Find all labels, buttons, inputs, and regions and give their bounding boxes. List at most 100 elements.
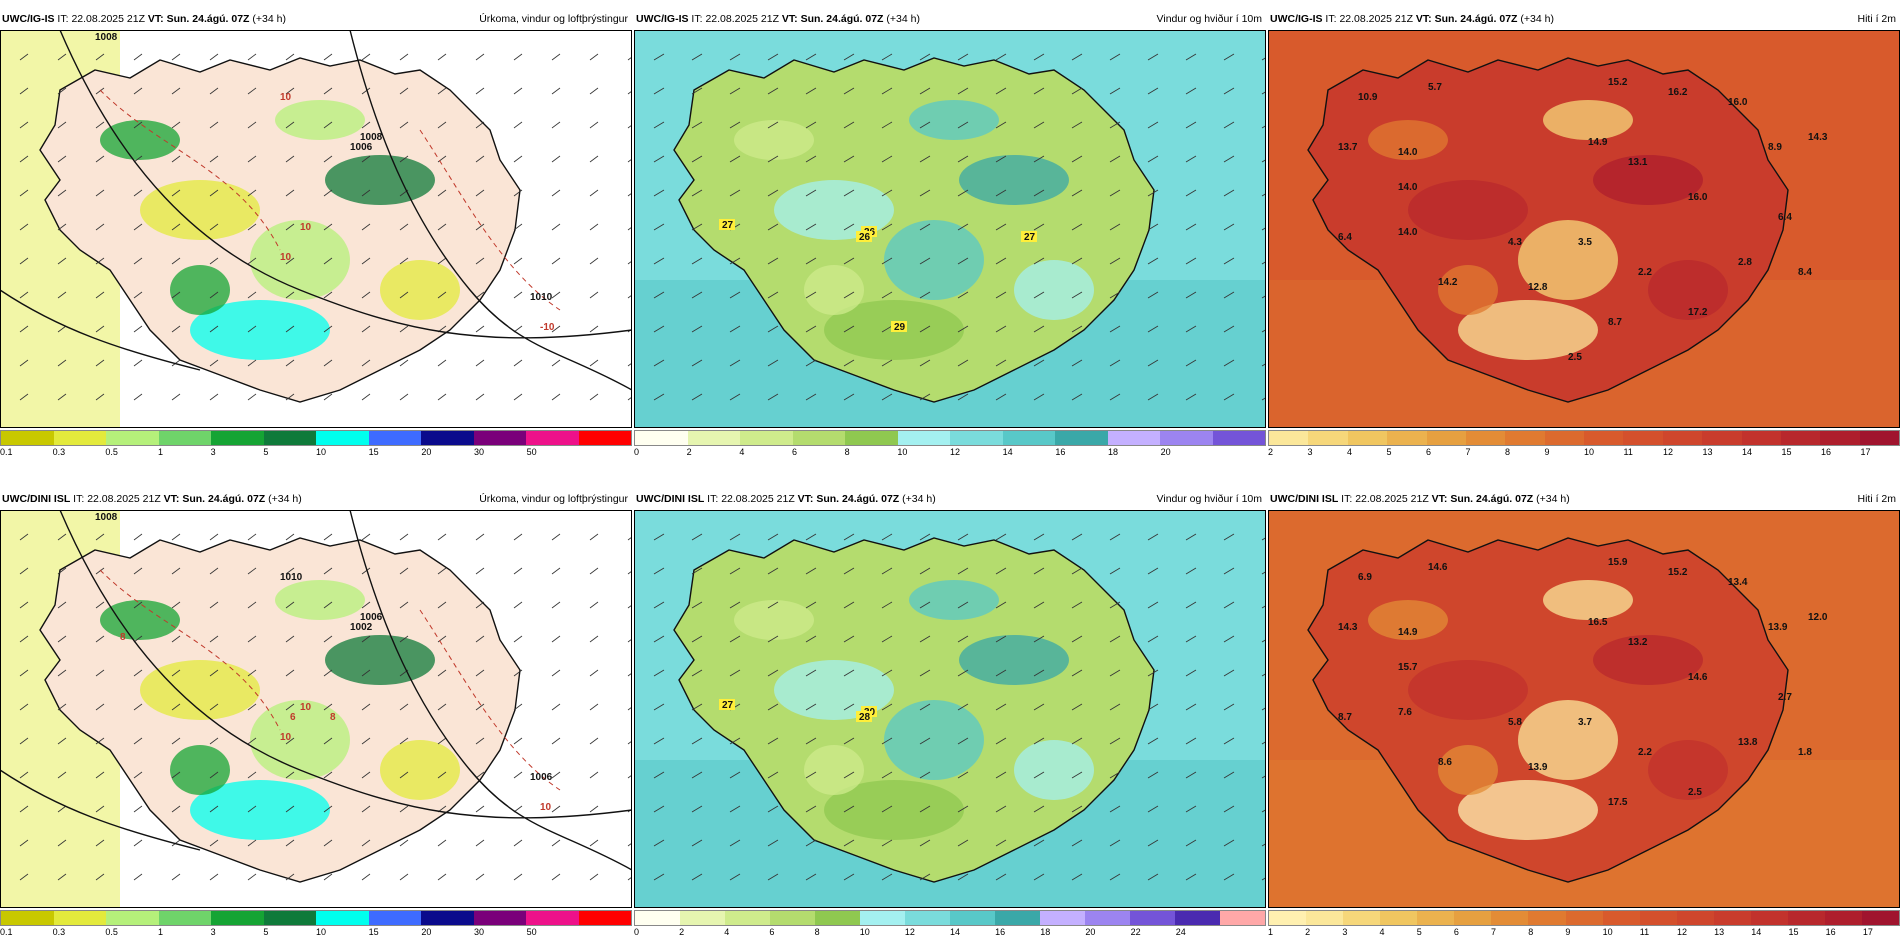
it-label: IT: bbox=[57, 13, 69, 25]
lead-time: (+34 h) bbox=[1520, 13, 1554, 25]
colorbar-tick: 6 bbox=[1426, 447, 1432, 457]
field-blob bbox=[1458, 780, 1598, 840]
field-blob bbox=[170, 745, 230, 795]
colorbar-tick: 10 bbox=[859, 927, 870, 937]
map-panel-5: UWC/DINI ISL IT: 22.08.2025 21Z VT: Sun.… bbox=[634, 488, 1266, 950]
colorbar-tick: 13 bbox=[1702, 447, 1713, 457]
valid-time: Sun. 24.ágú. 07Z bbox=[1434, 13, 1518, 25]
colorbar-swatch bbox=[1380, 911, 1418, 925]
map-value-label: 17.2 bbox=[1688, 307, 1708, 318]
colorbar-tick: 14 bbox=[1751, 927, 1762, 937]
map-panel-3: UWC/IG-IS IT: 22.08.2025 21Z VT: Sun. 24… bbox=[1268, 8, 1900, 470]
colorbar-swatch bbox=[770, 911, 815, 925]
map-value-label: 14.9 bbox=[1588, 137, 1608, 148]
colorbar-swatch bbox=[740, 431, 793, 445]
model-label: UWC/DINI ISL bbox=[2, 493, 71, 505]
map-value-label: 1006 bbox=[530, 772, 553, 783]
field-blob bbox=[804, 745, 864, 795]
field-blob bbox=[140, 660, 260, 720]
colorbar-swatch bbox=[53, 431, 106, 445]
colorbar-tick: 10 bbox=[316, 447, 327, 457]
colorbar: 0.1 0.3 0.5 1 3 5 10 15 20 30 50 bbox=[0, 430, 632, 458]
colorbar-swatch bbox=[1528, 911, 1566, 925]
colorbar: 23456789101112131415161718 bbox=[1268, 430, 1900, 458]
init-time: 22.08.2025 21Z bbox=[1339, 13, 1413, 25]
colorbar-tick: 10 bbox=[1584, 447, 1595, 457]
panel-title: Hiti í 2m bbox=[1857, 13, 1896, 25]
colorbar-tick: 4 bbox=[724, 927, 730, 937]
map-value-label: 10.9 bbox=[1358, 92, 1378, 103]
isotherm bbox=[419, 609, 561, 791]
map-panel-2: UWC/IG-IS IT: 22.08.2025 21Z VT: Sun. 24… bbox=[634, 8, 1266, 470]
map-value-label: 13.9 bbox=[1768, 622, 1788, 633]
field-blob bbox=[1408, 660, 1528, 720]
field-blob bbox=[1593, 155, 1703, 205]
map-value-label: 1.8 bbox=[1798, 747, 1812, 758]
colorbar-tick: 2 bbox=[1268, 447, 1274, 457]
colorbar-tick: 12 bbox=[1676, 927, 1687, 937]
colorbar-swatch bbox=[1454, 911, 1492, 925]
colorbar-swatch bbox=[1347, 431, 1388, 445]
colorbar-tick: 2 bbox=[679, 927, 685, 937]
colorbar-tick: 6 bbox=[769, 927, 775, 937]
colorbar-swatch bbox=[1085, 911, 1130, 925]
colorbar-tick: 8 bbox=[844, 447, 850, 457]
map-value-label: 3.7 bbox=[1578, 717, 1592, 728]
colorbar-swatch bbox=[1, 431, 54, 445]
colorbar-swatch bbox=[1584, 431, 1624, 445]
colorbar-tick: 2 bbox=[1305, 927, 1311, 937]
map-area: 1008 1008 1010 1006 10 10 10 -10 bbox=[0, 30, 632, 428]
colorbar: 0.1 0.3 0.5 1 3 5 10 15 20 30 50 bbox=[0, 910, 632, 938]
map-value-label: 13.8 bbox=[1738, 737, 1758, 748]
map-value-label: 14.0 bbox=[1398, 227, 1418, 238]
colorbar-swatch bbox=[687, 431, 740, 445]
colorbar-tick: 3 bbox=[210, 447, 216, 457]
map-value-label: 14.0 bbox=[1398, 147, 1418, 158]
map-area: 1008 1006 1006 1002 1010 10 10 10 6 8 8 bbox=[0, 510, 632, 908]
field-blob bbox=[1458, 300, 1598, 360]
map-panel-1: UWC/IG-IS IT: 22.08.2025 21Z VT: Sun. 24… bbox=[0, 8, 632, 470]
map-value-label: 14.3 bbox=[1338, 622, 1358, 633]
colorbar-swatch bbox=[1055, 431, 1108, 445]
map-value-label: 5.8 bbox=[1508, 717, 1522, 728]
model-label: UWC/IG-IS bbox=[636, 13, 689, 25]
colorbar-swatch bbox=[1602, 911, 1640, 925]
colorbar-swatch bbox=[1639, 911, 1677, 925]
map-value-label: 16.0 bbox=[1688, 192, 1708, 203]
map-value-label: 10 bbox=[280, 252, 292, 263]
map-value-label: 10 bbox=[280, 732, 292, 743]
colorbar-tick: 12 bbox=[1663, 447, 1674, 457]
map-value-label: 17.5 bbox=[1608, 797, 1628, 808]
lead-time: (+34 h) bbox=[902, 493, 936, 505]
colorbar-tick: 10 bbox=[316, 927, 327, 937]
field-blob bbox=[380, 740, 460, 800]
map-value-label: 6.9 bbox=[1358, 572, 1372, 583]
colorbar-swatch bbox=[1491, 911, 1529, 925]
vt-label: VT: bbox=[1415, 13, 1432, 25]
map-value-label: 2.7 bbox=[1778, 692, 1792, 703]
colorbar-swatch bbox=[1702, 431, 1742, 445]
map-canvas: 10.9 5.7 15.2 16.2 16.0 13.7 14.0 14.9 13.1 8.9 14… bbox=[1268, 30, 1900, 428]
field-blob bbox=[275, 100, 365, 140]
colorbar-swatch bbox=[1780, 431, 1821, 445]
colorbar-tick: 16 bbox=[1055, 447, 1066, 457]
map-value-label: 8.6 bbox=[1438, 757, 1452, 768]
map-value-label: 15.2 bbox=[1608, 77, 1628, 88]
colorbar-swatch bbox=[106, 431, 159, 445]
colorbar-swatch bbox=[1741, 431, 1781, 445]
map-value-label: 1010 bbox=[280, 572, 303, 583]
colorbar-tick: 20 bbox=[421, 447, 432, 457]
map-value-label: 8 bbox=[120, 632, 126, 643]
colorbar-tick: 11 bbox=[1639, 927, 1650, 937]
isotherm bbox=[419, 129, 561, 311]
isotherm bbox=[99, 89, 281, 251]
field-blob bbox=[325, 635, 435, 685]
colorbar-tick: 17 bbox=[1862, 927, 1873, 937]
map-value-label: 15.2 bbox=[1668, 567, 1688, 578]
colorbar-tick: 18 bbox=[1040, 927, 1051, 937]
lead-time: (+34 h) bbox=[252, 13, 286, 25]
colorbar-tick: 8 bbox=[1528, 927, 1534, 937]
field-blob bbox=[1014, 260, 1094, 320]
